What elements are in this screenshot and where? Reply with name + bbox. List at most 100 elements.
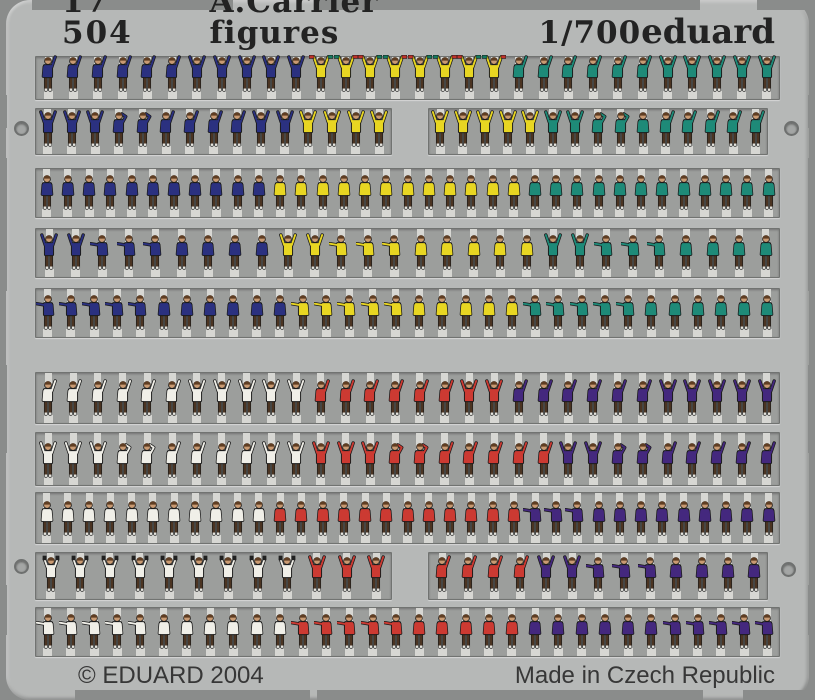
figure-cell (314, 289, 338, 337)
crew-figure (677, 501, 690, 536)
attachment-tab (510, 493, 518, 509)
crew-figure (314, 614, 333, 649)
crew-figure (613, 175, 627, 210)
crew-figure (759, 235, 772, 270)
crew-figure (291, 295, 310, 330)
edge-notch (75, 690, 310, 700)
figure-cell (677, 109, 700, 154)
attachment-tab (89, 329, 99, 337)
attachment-tab (135, 329, 145, 337)
crew-figure (482, 614, 496, 649)
figure-cell (333, 493, 354, 543)
attachment-tab (671, 591, 681, 599)
attachment-tab (317, 433, 325, 451)
attachment-tab (143, 433, 151, 451)
attachment-tab (124, 269, 134, 277)
figure-cell (652, 493, 673, 543)
figure-cell (432, 433, 457, 485)
figure-cell (640, 289, 663, 337)
crew-figure (157, 614, 170, 649)
crew-figure (521, 110, 540, 147)
attachment-tab (228, 329, 238, 337)
figure-cell (268, 289, 291, 337)
crew-figure (755, 614, 774, 649)
attachment-tab (282, 591, 292, 599)
attachment-tab (365, 91, 375, 99)
attachment-tab (298, 329, 308, 337)
crew-figure (82, 614, 101, 649)
attachment-tab (142, 91, 152, 99)
crew-figure (443, 501, 457, 536)
crew-figure (661, 441, 677, 478)
crew-figure (165, 379, 182, 416)
figure-cell (733, 289, 756, 337)
crew-figure (414, 235, 427, 270)
crew-figure (512, 55, 528, 92)
attachment-tab (663, 415, 673, 423)
attachment-tab (118, 415, 128, 423)
crew-figure (498, 110, 517, 147)
crew-figure (66, 55, 83, 92)
figure-cell (514, 229, 541, 277)
figure-cell (585, 553, 611, 599)
attachment-tab (425, 493, 433, 509)
attachment-tab (203, 269, 213, 277)
attachment-tab (243, 373, 250, 389)
figure-cell (225, 109, 249, 154)
figure-cell (397, 169, 418, 217)
crew-figure (202, 235, 215, 270)
figure-cell (199, 608, 222, 656)
attachment-tab (713, 433, 721, 451)
product-name: A.Carrier figures (209, 0, 379, 51)
figure-cell (195, 229, 222, 277)
figure-cell (705, 55, 730, 99)
attachment-tab (43, 91, 53, 99)
attachment-tab (688, 373, 696, 389)
figure-cell (737, 493, 758, 543)
attachment-tab (738, 433, 746, 451)
figure-cell (482, 169, 503, 217)
figure-cell (407, 433, 432, 485)
crew-figure (388, 379, 404, 416)
figure-cell (383, 373, 408, 423)
figure-cell (78, 169, 99, 217)
crew-figure (157, 295, 170, 330)
attachment-tab (723, 591, 733, 599)
attachment-tab (553, 648, 563, 656)
fret-strip (35, 288, 780, 338)
attachment-tab (257, 269, 267, 277)
crew-figure (412, 295, 426, 330)
attachment-tab (342, 433, 350, 451)
attachment-tab (464, 91, 474, 99)
attachment-tab (728, 146, 738, 154)
attachment-tab (68, 91, 78, 99)
crew-figure (453, 110, 472, 147)
crew-figure (165, 55, 182, 92)
figure-cell (673, 493, 694, 543)
figure-cell (756, 289, 779, 337)
attachment-tab (600, 329, 610, 337)
attachment-tab (167, 477, 177, 485)
crew-figure (38, 110, 57, 147)
attachment-tab (161, 146, 171, 154)
attachment-tab (223, 591, 233, 599)
attachment-tab (312, 591, 322, 599)
attachment-tab (763, 433, 771, 451)
figure-cell (284, 55, 309, 99)
crew-figure (436, 614, 449, 649)
attachment-tab (218, 433, 226, 451)
attachment-tab (737, 91, 747, 99)
attachment-tab (169, 535, 179, 543)
crew-figure (686, 441, 702, 478)
attachment-tab (242, 91, 251, 99)
attachment-tab (706, 146, 716, 154)
figure-cell (358, 433, 383, 485)
fret-strip (35, 492, 780, 544)
attachment-tab (530, 648, 540, 656)
figure-cell (737, 169, 758, 217)
crew-figure (355, 235, 374, 270)
attachment-tab (414, 648, 424, 656)
attachment-tab (670, 648, 680, 656)
attachment-tab (489, 415, 499, 423)
crew-figure (128, 614, 147, 649)
